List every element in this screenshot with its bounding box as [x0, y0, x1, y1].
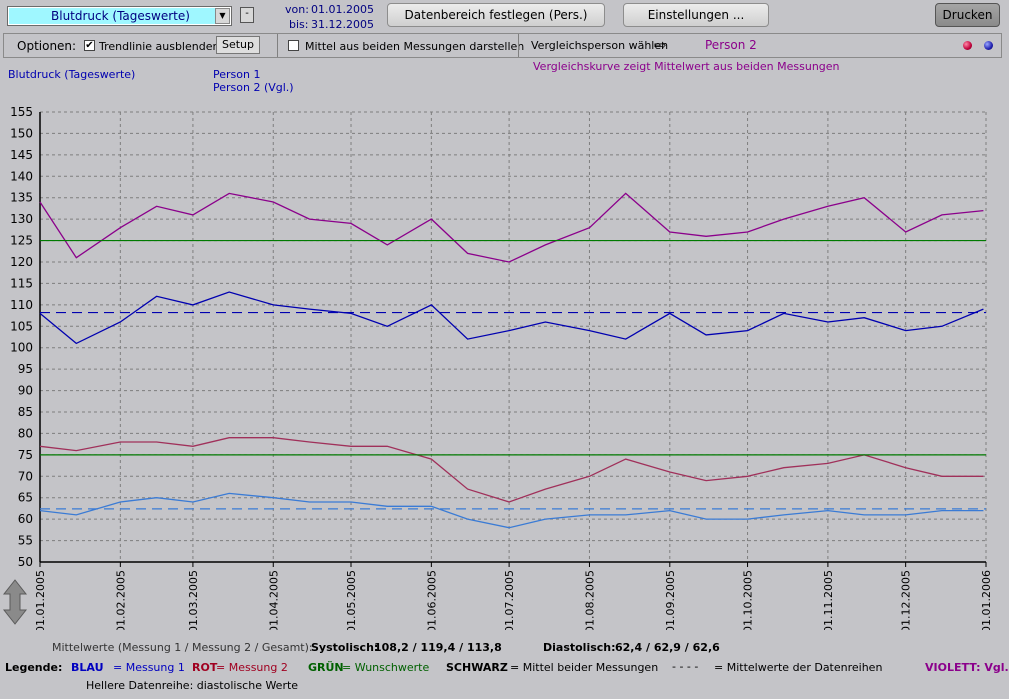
date-to-label: bis: [289, 18, 309, 31]
chart-ticks: 50 55 60 65 70 75 80 85 90 95 100 105 110 115 120 125 13… [10, 105, 993, 630]
x-tick-label: 01.11.2005 [822, 570, 835, 630]
series-line-2 [39, 291, 984, 345]
options-bar [3, 33, 1002, 58]
y-tick-label: 65 [18, 491, 33, 505]
y-tick-label: 85 [18, 405, 33, 419]
y-tick-label: 140 [10, 169, 33, 183]
means-label: Mittelwerte (Messung 1 / Messung 2 / Ges… [52, 641, 313, 654]
date-range-button[interactable]: Datenbereich festlegen (Pers.) [387, 3, 605, 27]
date-to-value: 31.12.2005 [311, 18, 374, 31]
x-tick-label: 01.10.2005 [742, 570, 755, 630]
chart-series [39, 192, 984, 529]
chart-grid [39, 111, 987, 563]
x-tick-label: 01.09.2005 [664, 570, 677, 630]
y-tick-label: 130 [10, 212, 33, 226]
diastolic-label: Diastolisch: [543, 641, 616, 654]
chevron-down-icon[interactable]: ▼ [215, 8, 230, 24]
x-tick-label: 01.02.2005 [114, 570, 127, 630]
y-tick-label: 55 [18, 534, 33, 548]
y-tick-label: 150 [10, 126, 33, 140]
y-tick-label: 95 [18, 362, 33, 376]
systolic-values: 108,2 / 119,4 / 113,8 [374, 641, 502, 654]
x-tick-label: 01.07.2005 [503, 570, 516, 630]
y-tick-label: 145 [10, 148, 33, 162]
legend-red-text: = Messung 2 [216, 661, 288, 674]
y-tick-label: 155 [10, 105, 33, 119]
minus-button[interactable]: - [240, 7, 254, 23]
x-tick-label: 01.12.2005 [900, 570, 913, 630]
blood-pressure-chart: 50 55 60 65 70 75 80 85 90 95 100 105 110 115 120 125 13… [10, 105, 993, 630]
series-line-4 [39, 492, 984, 529]
y-tick-label: 50 [18, 555, 33, 569]
legend-green-key: GRÜN [308, 661, 344, 674]
trend-checkbox-label[interactable]: Trendlinie ausblenden [99, 40, 220, 53]
legend-blue-key: BLAU [71, 661, 104, 674]
mean-checkbox-label[interactable]: Mittel aus beiden Messungen darstellen [305, 40, 525, 53]
x-tick-label: 01.01.2006 [980, 570, 993, 630]
dataset-select-value: Blutdruck (Tageswerte) [9, 8, 215, 24]
y-tick-label: 120 [10, 255, 33, 269]
x-tick-label: 01.04.2005 [267, 570, 280, 630]
print-button[interactable]: Drucken [935, 3, 1000, 27]
red-indicator-icon [963, 41, 972, 50]
options-label: Optionen: [17, 39, 77, 53]
x-tick-label: 01.06.2005 [425, 570, 438, 630]
y-tick-label: 75 [18, 448, 33, 462]
footer-note: Hellere Datenreihe: diastolische Werte [86, 679, 299, 692]
y-tick-label: 80 [18, 426, 33, 440]
arrow-right-icon[interactable]: ⇨ [654, 36, 667, 54]
x-tick-label: 01.01.2005 [34, 570, 47, 630]
legend-blue-text: = Messung 1 [113, 661, 185, 674]
y-tick-label: 105 [10, 319, 33, 333]
legend-black-text: = Mittel beider Messungen [510, 661, 659, 674]
legend-red-key: ROT [192, 661, 218, 674]
scroll-updown-icon[interactable] [2, 578, 28, 626]
check-icon: ✔ [85, 40, 94, 51]
x-tick-label: 01.03.2005 [187, 570, 200, 630]
x-tick-label: 01.05.2005 [345, 570, 358, 630]
legend-person2: Person 2 (Vgl.) [213, 81, 294, 94]
y-tick-label: 135 [10, 191, 33, 205]
y-tick-label: 115 [10, 276, 33, 290]
legend-dash-text: = Mittelwerte der Datenreihen [714, 661, 883, 674]
compare-person-value[interactable]: Person 2 [705, 38, 757, 52]
trend-checkbox[interactable]: ✔ [84, 40, 95, 51]
mean-checkbox[interactable] [288, 40, 299, 51]
y-tick-label: 125 [10, 234, 33, 248]
legend-green-text: = Wunschwerte [342, 661, 430, 674]
x-tick-label: 01.08.2005 [583, 570, 596, 630]
y-tick-label: 100 [10, 341, 33, 355]
y-tick-label: 90 [18, 384, 33, 398]
setup-button[interactable]: Setup [216, 36, 260, 54]
date-from-value: 01.01.2005 [311, 3, 374, 16]
date-from-label: von: [285, 3, 309, 16]
series-line-3 [39, 437, 984, 503]
divider [277, 34, 278, 57]
legend-label: Legende: [5, 661, 63, 674]
compare-person-label: Vergleichsperson wählen [531, 39, 669, 52]
diastolic-values: 62,4 / 62,9 / 62,6 [615, 641, 720, 654]
y-tick-label: 110 [10, 298, 33, 312]
series-line-1 [39, 192, 984, 263]
y-tick-label: 60 [18, 512, 33, 526]
chart-title: Blutdruck (Tageswerte) [8, 68, 136, 81]
legend-dash-key: - - - - [672, 660, 699, 673]
blue-indicator-icon [984, 41, 993, 50]
legend-violet: VIOLETT: Vgl. [925, 661, 1009, 674]
compare-note: Vergleichskurve zeigt Mittelwert aus bei… [533, 60, 840, 73]
divider [518, 34, 519, 57]
legend-black-key: SCHWARZ [446, 661, 508, 674]
dataset-select[interactable]: Blutdruck (Tageswerte) ▼ [7, 6, 232, 26]
systolic-label: Systolisch: [311, 641, 379, 654]
chart-reference-lines [40, 239, 986, 510]
settings-button[interactable]: Einstellungen ... [623, 3, 769, 27]
y-tick-label: 70 [18, 469, 33, 483]
legend-person1: Person 1 [213, 68, 261, 81]
